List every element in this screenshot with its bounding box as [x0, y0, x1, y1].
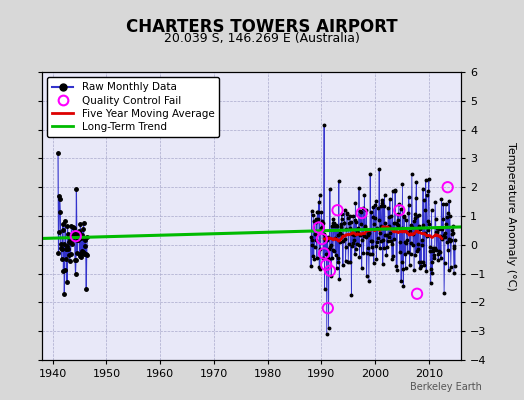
Text: Berkeley Earth: Berkeley Earth	[410, 382, 482, 392]
Point	[395, 207, 403, 214]
Point	[357, 210, 366, 216]
Y-axis label: Temperature Anomaly (°C): Temperature Anomaly (°C)	[506, 142, 516, 290]
Point	[72, 233, 80, 239]
Point	[413, 290, 421, 297]
Point	[318, 236, 326, 242]
Point	[314, 224, 323, 231]
Point	[320, 250, 328, 257]
Point	[322, 262, 331, 268]
Text: CHARTERS TOWERS AIRPORT: CHARTERS TOWERS AIRPORT	[126, 18, 398, 36]
Point	[324, 305, 332, 311]
Point	[326, 268, 334, 274]
Point	[333, 207, 342, 214]
Text: 20.039 S, 146.269 E (Australia): 20.039 S, 146.269 E (Australia)	[164, 32, 360, 45]
Point	[443, 184, 452, 190]
Legend: Raw Monthly Data, Quality Control Fail, Five Year Moving Average, Long-Term Tren: Raw Monthly Data, Quality Control Fail, …	[47, 77, 220, 137]
